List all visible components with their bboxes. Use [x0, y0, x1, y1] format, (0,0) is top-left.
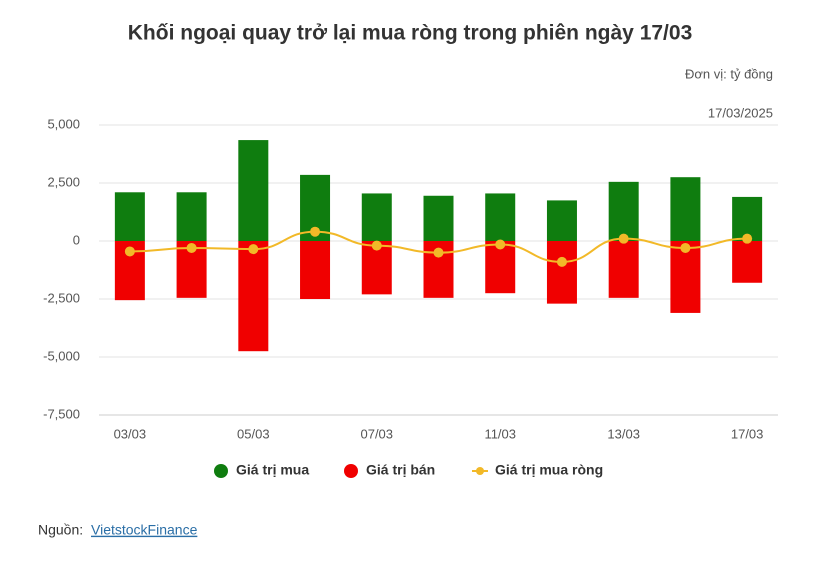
- y-tick-label: 2,500: [47, 174, 80, 189]
- line-point: [495, 239, 506, 250]
- legend-marker: [476, 467, 484, 475]
- legend-marker: [344, 464, 358, 478]
- bar: [485, 241, 516, 294]
- line-point: [371, 240, 382, 251]
- bar: [608, 241, 639, 298]
- bar: [238, 140, 269, 241]
- bar: [176, 192, 207, 241]
- bar: [546, 200, 577, 241]
- bar: [732, 196, 763, 241]
- legend-label[interactable]: Giá trị mua: [236, 462, 309, 478]
- y-tick-label: -5,000: [43, 348, 80, 363]
- x-tick-label: 05/03: [237, 426, 270, 441]
- x-tick-label: 13/03: [607, 426, 640, 441]
- y-tick-label: 0: [73, 232, 80, 247]
- unit-label: Đơn vị: tỷ đồng: [685, 66, 773, 81]
- y-tick-label: -2,500: [43, 290, 80, 305]
- chart-title: Khối ngoại quay trở lại mua ròng trong p…: [128, 22, 693, 45]
- y-tick-label: 5,000: [47, 116, 80, 131]
- bar: [423, 195, 454, 241]
- line-point: [124, 246, 135, 257]
- line-point: [680, 242, 691, 253]
- legend-label[interactable]: Giá trị bán: [366, 462, 435, 478]
- legend-marker: [214, 464, 228, 478]
- line-point: [742, 233, 753, 244]
- x-tick-label: 07/03: [360, 426, 393, 441]
- bar: [300, 241, 331, 299]
- y-tick-label: -7,500: [43, 406, 80, 421]
- bar: [238, 241, 269, 352]
- x-tick-label: 11/03: [484, 426, 516, 441]
- bar: [546, 241, 577, 304]
- source-label: Nguồn:: [38, 522, 83, 538]
- bar: [670, 241, 701, 313]
- line-point: [186, 242, 197, 253]
- bar: [114, 192, 145, 241]
- bar: [608, 181, 639, 241]
- bar: [670, 177, 701, 241]
- legend-label[interactable]: Giá trị mua ròng: [495, 462, 603, 478]
- line-point: [248, 244, 259, 255]
- line-point: [433, 247, 444, 258]
- line-point: [618, 233, 629, 244]
- line-point: [310, 226, 321, 237]
- x-tick-label: 17/03: [731, 426, 764, 441]
- bar: [485, 193, 516, 241]
- line-point: [556, 256, 567, 267]
- bar: [732, 241, 763, 283]
- date-label: 17/03/2025: [708, 105, 773, 120]
- x-tick-label: 03/03: [114, 426, 147, 441]
- source-link[interactable]: VietstockFinance: [91, 522, 198, 538]
- bar: [361, 193, 392, 241]
